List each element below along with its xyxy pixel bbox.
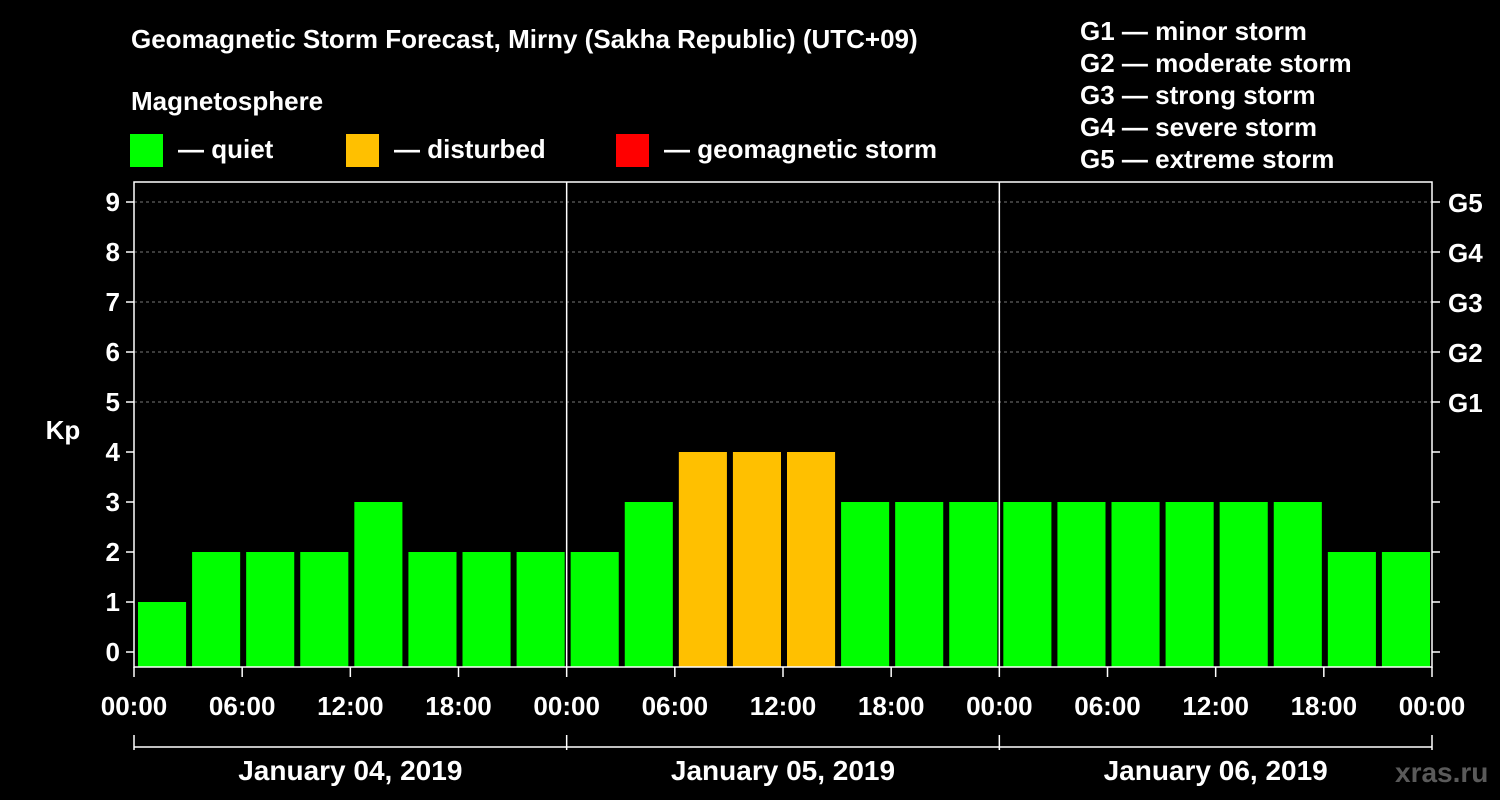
- kp-bar: [732, 452, 781, 667]
- date-label: January 06, 2019: [1104, 755, 1328, 786]
- legend-label-disturbed: — disturbed: [394, 134, 546, 164]
- kp-bar: [1381, 552, 1430, 667]
- g-scale-g3: G3 — strong storm: [1080, 80, 1316, 110]
- y-tick-label: 8: [106, 237, 120, 267]
- kp-bar: [516, 552, 565, 667]
- g-scale-g2: G2 — moderate storm: [1080, 48, 1352, 78]
- y-tick-label: 4: [106, 437, 121, 467]
- kp-bar: [624, 502, 673, 667]
- y-tick-label: 2: [106, 537, 120, 567]
- kp-bar: [1057, 502, 1106, 667]
- kp-bar: [678, 452, 727, 667]
- kp-bar: [1111, 502, 1160, 667]
- y-tick-label: 5: [106, 387, 120, 417]
- kp-bar: [300, 552, 349, 667]
- kp-bar: [1327, 552, 1376, 667]
- chart-title: Geomagnetic Storm Forecast, Mirny (Sakha…: [131, 24, 918, 54]
- kp-bar: [1165, 502, 1214, 667]
- date-label: January 04, 2019: [238, 755, 462, 786]
- kp-bar: [787, 452, 836, 667]
- y-tick-label: 6: [106, 337, 120, 367]
- kp-bar: [1273, 502, 1322, 667]
- legend-heading: Magnetosphere: [131, 86, 324, 116]
- legend-swatch-quiet: [130, 134, 163, 167]
- x-tick-label: 18:00: [1291, 691, 1358, 721]
- g-scale-g4: G4 — severe storm: [1080, 112, 1318, 142]
- x-tick-label: 00:00: [966, 691, 1033, 721]
- y-axis-label: Kp: [46, 415, 81, 445]
- legend-swatch-disturbed: [346, 134, 379, 167]
- kp-bar: [408, 552, 457, 667]
- date-label: January 05, 2019: [671, 755, 895, 786]
- kp-bar: [462, 552, 511, 667]
- kp-bar: [895, 502, 944, 667]
- y-tick-label: 3: [106, 487, 120, 517]
- x-tick-label: 00:00: [533, 691, 600, 721]
- kp-bar: [841, 502, 890, 667]
- y-tick-label: 9: [106, 187, 120, 217]
- x-tick-label: 06:00: [1074, 691, 1141, 721]
- kp-bar: [1219, 502, 1268, 667]
- legend-swatch-storm: [616, 134, 649, 167]
- g-scale-g1: G1 — minor storm: [1080, 16, 1307, 46]
- kp-bar: [246, 552, 295, 667]
- x-tick-label: 12:00: [1182, 691, 1249, 721]
- x-tick-label: 00:00: [1399, 691, 1466, 721]
- y-tick-label: 1: [106, 587, 120, 617]
- g-scale-tick-label: G5: [1448, 188, 1483, 218]
- x-tick-label: 18:00: [858, 691, 925, 721]
- g-scale-tick-label: G1: [1448, 388, 1483, 418]
- watermark: xras.ru: [1395, 757, 1489, 788]
- g-scale-tick-label: G3: [1448, 288, 1483, 318]
- x-tick-label: 18:00: [425, 691, 492, 721]
- x-tick-label: 12:00: [317, 691, 384, 721]
- kp-bar: [354, 502, 403, 667]
- g-scale-tick-label: G4: [1448, 238, 1483, 268]
- kp-bar: [192, 552, 241, 667]
- y-tick-label: 7: [106, 287, 120, 317]
- x-tick-label: 06:00: [209, 691, 276, 721]
- x-tick-label: 12:00: [750, 691, 817, 721]
- g-scale-tick-label: G2: [1448, 338, 1483, 368]
- kp-bar: [570, 552, 619, 667]
- kp-bar: [1003, 502, 1052, 667]
- legend-label-quiet: — quiet: [178, 134, 274, 164]
- g-scale-g5: G5 — extreme storm: [1080, 144, 1335, 174]
- y-tick-label: 0: [106, 637, 120, 667]
- kp-bar: [138, 602, 187, 667]
- x-tick-label: 00:00: [101, 691, 168, 721]
- kp-bar: [949, 502, 998, 667]
- x-tick-label: 06:00: [642, 691, 709, 721]
- legend-label-storm: — geomagnetic storm: [664, 134, 938, 164]
